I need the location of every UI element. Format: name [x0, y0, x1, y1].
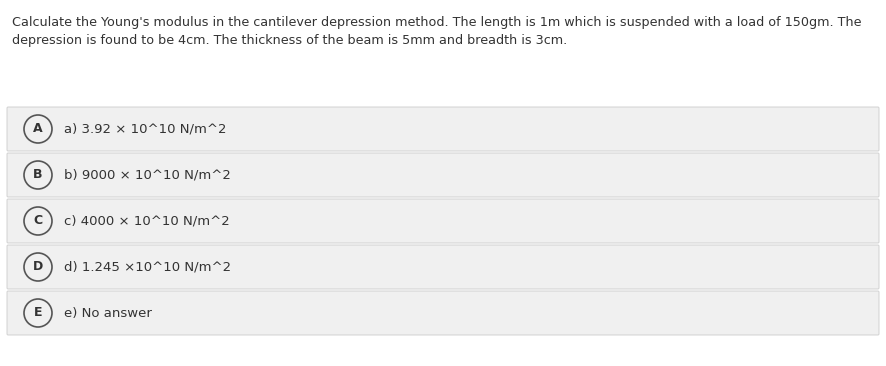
Text: depression is found to be 4cm. The thickness of the beam is 5mm and breadth is 3: depression is found to be 4cm. The thick… [12, 34, 567, 47]
FancyBboxPatch shape [7, 107, 879, 151]
Text: d) 1.245 ×10^10 N/m^2: d) 1.245 ×10^10 N/m^2 [64, 261, 231, 273]
FancyBboxPatch shape [7, 291, 879, 335]
FancyBboxPatch shape [7, 153, 879, 197]
Text: A: A [33, 123, 43, 135]
Text: e) No answer: e) No answer [64, 306, 152, 320]
Text: D: D [33, 261, 43, 273]
Text: b) 9000 × 10^10 N/m^2: b) 9000 × 10^10 N/m^2 [64, 168, 231, 182]
FancyBboxPatch shape [7, 199, 879, 243]
Text: C: C [34, 214, 43, 228]
Ellipse shape [24, 207, 52, 235]
Text: Calculate the Young's modulus in the cantilever depression method. The length is: Calculate the Young's modulus in the can… [12, 16, 861, 29]
Ellipse shape [24, 253, 52, 281]
FancyBboxPatch shape [7, 245, 879, 289]
Ellipse shape [24, 161, 52, 189]
Ellipse shape [24, 115, 52, 143]
Text: E: E [34, 306, 43, 320]
Ellipse shape [24, 299, 52, 327]
Text: B: B [34, 168, 43, 182]
Text: c) 4000 × 10^10 N/m^2: c) 4000 × 10^10 N/m^2 [64, 214, 229, 228]
Text: a) 3.92 × 10^10 N/m^2: a) 3.92 × 10^10 N/m^2 [64, 123, 227, 135]
